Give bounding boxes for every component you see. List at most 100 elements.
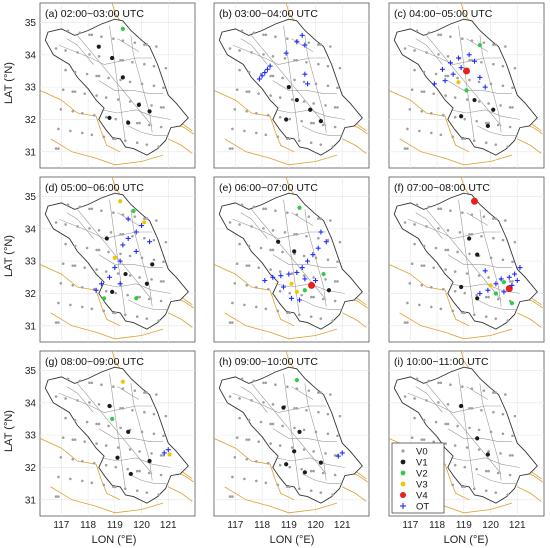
point-v0 xyxy=(78,205,82,209)
point-v0 xyxy=(312,469,315,473)
point-v0 xyxy=(489,82,493,86)
point-v0 xyxy=(489,430,493,434)
point-v0 xyxy=(119,252,122,256)
point-v0 xyxy=(262,401,265,404)
point-v0 xyxy=(472,139,476,143)
y-tick-label: 32 xyxy=(25,115,37,126)
neighbor-border xyxy=(342,486,367,502)
county-border xyxy=(272,254,337,268)
point-ot xyxy=(133,248,139,254)
point-v0 xyxy=(302,428,306,432)
point-v0 xyxy=(247,438,251,441)
county-border xyxy=(128,473,169,484)
county-border xyxy=(426,383,502,475)
neighbor-border xyxy=(399,312,513,340)
point-v0 xyxy=(85,72,89,76)
point-v0 xyxy=(138,450,141,453)
point-v0 xyxy=(293,78,296,82)
point-v0 xyxy=(78,379,82,383)
point-v0 xyxy=(121,387,125,390)
county-border xyxy=(232,218,327,239)
point-v0 xyxy=(233,456,237,459)
point-v0 xyxy=(102,309,106,313)
point-v0 xyxy=(133,215,137,218)
map-layer xyxy=(389,177,543,340)
point-v0 xyxy=(484,489,488,493)
point-v0 xyxy=(319,143,323,146)
point-v0 xyxy=(126,467,129,471)
x-tick-label: 120 xyxy=(482,520,499,531)
point-v1 xyxy=(107,115,112,120)
point-v0 xyxy=(494,143,498,146)
point-ot xyxy=(133,229,139,235)
point-v0 xyxy=(326,432,330,436)
point-v0 xyxy=(477,80,481,84)
point-ot xyxy=(299,265,305,271)
point-v0 xyxy=(264,133,268,137)
neighbor-border xyxy=(50,486,164,514)
point-v0 xyxy=(293,232,296,236)
point-v0 xyxy=(235,436,239,440)
point-v1 xyxy=(147,109,152,114)
point-v0 xyxy=(439,133,443,137)
point-v0 xyxy=(482,41,486,44)
county-border xyxy=(109,373,126,491)
point-v0 xyxy=(266,113,270,117)
point-v0 xyxy=(324,104,327,107)
point-v0 xyxy=(235,88,239,92)
point-v0 xyxy=(307,215,311,218)
point-v0 xyxy=(415,203,419,207)
county-border xyxy=(240,38,268,65)
point-v0 xyxy=(408,282,412,285)
point-v0 xyxy=(484,295,488,299)
point-v0 xyxy=(422,70,426,74)
point-v0 xyxy=(413,416,416,420)
point-v0 xyxy=(88,401,91,404)
point-v0 xyxy=(449,383,452,387)
province-border xyxy=(44,192,189,330)
point-v0 xyxy=(140,82,144,86)
point-v0 xyxy=(307,41,311,44)
point-v0 xyxy=(338,240,342,244)
point-v0 xyxy=(499,104,502,107)
point-v0 xyxy=(465,272,469,275)
point-v0 xyxy=(266,287,270,291)
legend-item-v1: V1 xyxy=(400,458,428,469)
point-v0 xyxy=(128,254,132,258)
point-v0 xyxy=(95,94,98,97)
point-v0 xyxy=(73,244,77,248)
point-v0 xyxy=(252,31,256,35)
point-v0 xyxy=(90,33,94,37)
point-ot xyxy=(305,81,311,87)
point-v0 xyxy=(240,29,244,33)
point-v0 xyxy=(302,100,306,103)
point-v0 xyxy=(271,229,275,232)
county-border xyxy=(240,386,268,413)
point-v0 xyxy=(152,432,156,436)
point-v1 xyxy=(475,436,480,441)
point-v0 xyxy=(300,467,303,471)
point-ot xyxy=(442,78,448,84)
point-v0 xyxy=(425,399,428,402)
point-v0 xyxy=(319,217,323,220)
province-border xyxy=(44,366,189,504)
point-v0 xyxy=(317,236,320,240)
legend-item-v4: V4 xyxy=(400,491,428,502)
point-ot xyxy=(98,281,104,287)
county-border xyxy=(407,392,502,413)
point-ot xyxy=(147,239,153,245)
point-v0 xyxy=(451,309,455,313)
point-v0 xyxy=(76,51,79,54)
point-v0 xyxy=(243,129,246,133)
x-tick-label: 117 xyxy=(402,520,418,531)
legend-marker xyxy=(401,449,405,453)
point-v0 xyxy=(64,223,67,226)
point-v0 xyxy=(162,86,165,90)
point-v0 xyxy=(247,264,251,267)
county-border xyxy=(128,299,169,310)
panel-title: (f) 07:00~08:00 UTC xyxy=(394,182,490,194)
point-v3 xyxy=(112,255,117,260)
point-v0 xyxy=(57,321,60,324)
point-v0 xyxy=(461,385,464,388)
point-v0 xyxy=(513,66,517,70)
